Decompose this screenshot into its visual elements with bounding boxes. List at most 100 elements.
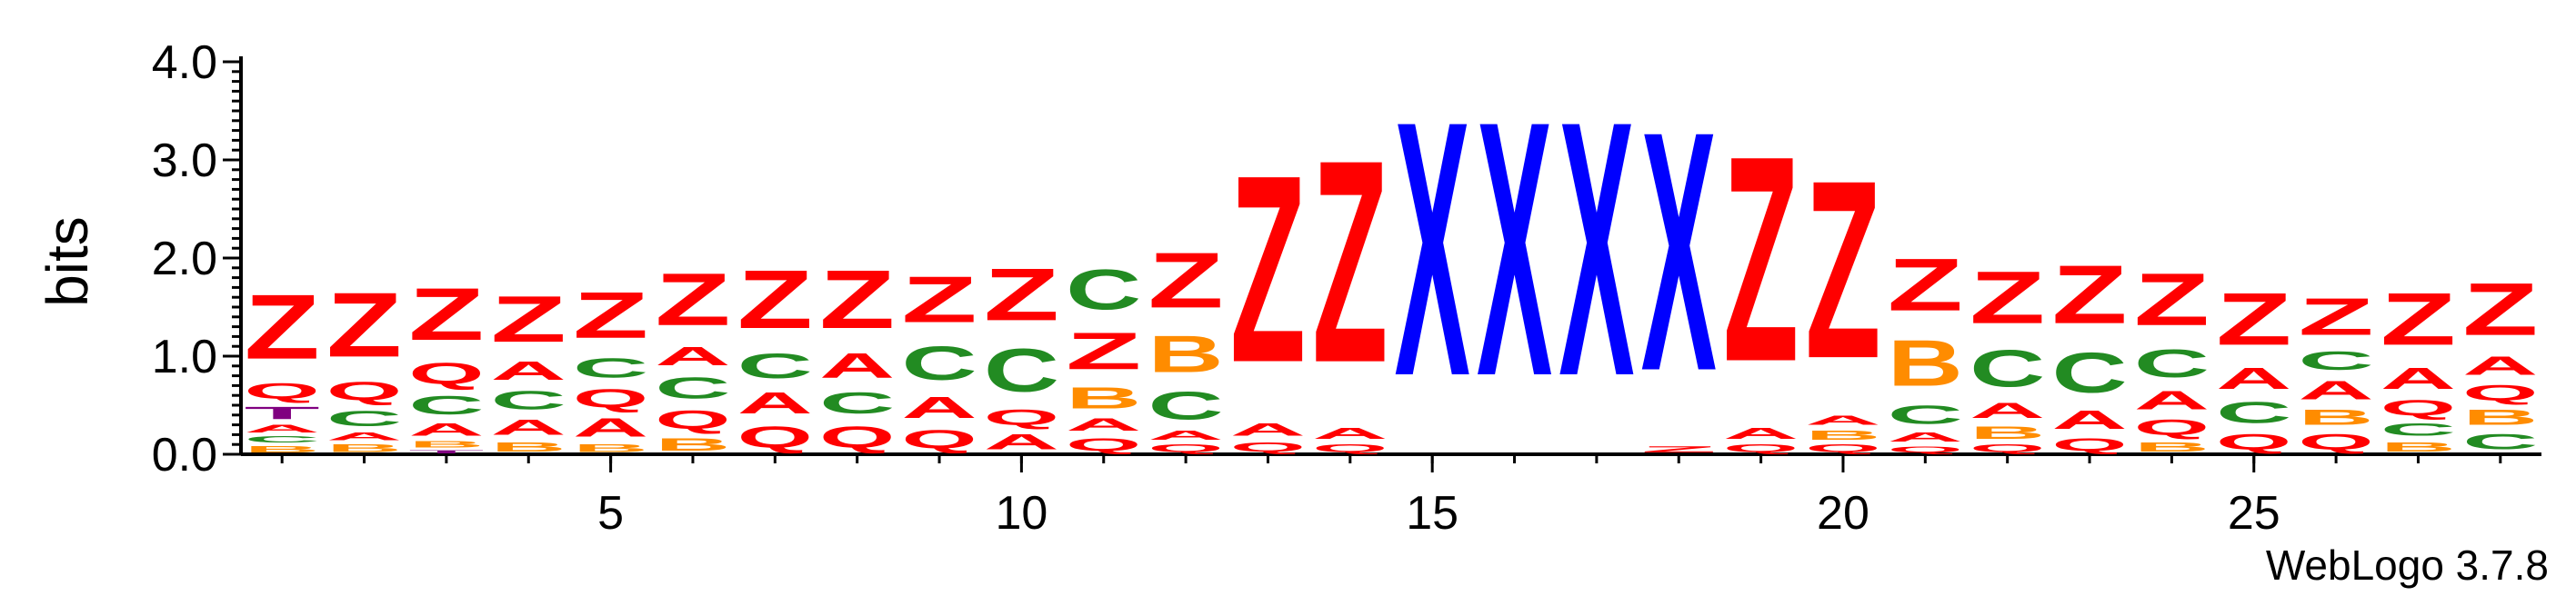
letter-Z: Z bbox=[1148, 237, 1224, 325]
x-tick-label: 25 bbox=[2228, 487, 2280, 540]
letter-Q: Q bbox=[1970, 442, 2045, 454]
letter-Z: Z bbox=[326, 273, 402, 376]
letter-Z: Z bbox=[984, 253, 1059, 336]
letter-Q: Q bbox=[2462, 381, 2538, 405]
letter-Z: Z bbox=[819, 253, 895, 346]
letter-T: T bbox=[245, 403, 320, 423]
weblogo-credit: WebLogo 3.7.8 bbox=[2265, 541, 2549, 589]
y-axis: 0.0 1.0 2.0 3.0 4.0 bbox=[152, 36, 243, 482]
letter-Z: Z bbox=[655, 257, 730, 341]
x-tick-label: 20 bbox=[1817, 487, 1869, 540]
letter-C: C bbox=[573, 353, 648, 383]
letter-Z: Z bbox=[1970, 255, 2045, 339]
letter-C: C bbox=[1148, 383, 1224, 427]
letter-Z: Z bbox=[1641, 444, 1717, 454]
letter-X: X bbox=[1559, 45, 1635, 452]
letter-C: C bbox=[819, 385, 895, 420]
letter-B: B bbox=[245, 444, 320, 454]
letter-Z: Z bbox=[2381, 277, 2456, 361]
letter-A: A bbox=[2381, 361, 2456, 395]
letter-Q: Q bbox=[1723, 442, 1799, 454]
letter-C: C bbox=[408, 391, 484, 420]
letter-Z: Z bbox=[408, 273, 484, 356]
letter-X: X bbox=[1477, 45, 1553, 452]
letter-Q: Q bbox=[573, 383, 648, 413]
letter-C: C bbox=[2462, 430, 2538, 454]
letter-Q: Q bbox=[2381, 395, 2456, 420]
letter-A: A bbox=[1970, 398, 2045, 422]
letter-A: A bbox=[408, 420, 484, 439]
letter-A: A bbox=[1805, 413, 1880, 428]
x-tick-label: 15 bbox=[1406, 487, 1458, 540]
letter-A: A bbox=[491, 356, 566, 385]
letter-A: A bbox=[1230, 420, 1306, 439]
letter-C: C bbox=[2381, 420, 2456, 439]
letter-Z: Z bbox=[245, 275, 320, 378]
letter-A: A bbox=[2216, 361, 2291, 395]
letter-A: A bbox=[2051, 405, 2127, 434]
letter-A: A bbox=[655, 342, 730, 371]
letter-B: B bbox=[2381, 440, 2456, 454]
letter-C: C bbox=[984, 336, 1059, 404]
letter-C: C bbox=[326, 406, 402, 431]
letter-C: C bbox=[2134, 342, 2210, 385]
letter-Q: Q bbox=[1888, 444, 1963, 454]
letter-Q: Q bbox=[2216, 430, 2291, 454]
letter-Q: Q bbox=[984, 405, 1059, 430]
letter-Q: Q bbox=[1066, 435, 1141, 454]
letter-A: A bbox=[1312, 425, 1388, 442]
letter-Q: Q bbox=[2051, 435, 2127, 454]
stack-13: QAZ bbox=[1230, 120, 1306, 454]
letter-A: A bbox=[1066, 415, 1141, 434]
letter-X: X bbox=[1641, 61, 1718, 442]
letter-B: B bbox=[573, 442, 648, 454]
letter-Z: Z bbox=[737, 253, 813, 346]
y-tick-label: 0.0 bbox=[152, 429, 217, 482]
letter-Q: Q bbox=[819, 420, 895, 454]
letter-C: C bbox=[901, 336, 977, 390]
letter-B: B bbox=[2299, 405, 2374, 430]
letter-C: C bbox=[245, 434, 320, 444]
letter-C: C bbox=[2051, 341, 2127, 404]
letter-A: A bbox=[2299, 375, 2374, 404]
letter-Q: Q bbox=[1148, 442, 1224, 454]
letter-B: B bbox=[1888, 327, 1963, 401]
letter-A: A bbox=[1888, 430, 1963, 444]
letter-B: B bbox=[1805, 428, 1880, 442]
letter-Z: Z bbox=[2462, 267, 2538, 351]
letter-Z: Z bbox=[2216, 277, 2291, 361]
letter-C: C bbox=[2216, 395, 2291, 430]
x-axis: 5 10 15 20 25 bbox=[241, 452, 2541, 540]
letter-B: B bbox=[655, 434, 730, 453]
letter-Z: Z bbox=[1230, 120, 1306, 419]
letter-Q: Q bbox=[737, 420, 813, 454]
letter-C: C bbox=[1888, 400, 1963, 429]
letter-Z: Z bbox=[901, 263, 977, 336]
y-tick-label: 1.0 bbox=[152, 331, 217, 383]
letter-B: B bbox=[1148, 325, 1224, 383]
y-tick-label: 3.0 bbox=[152, 134, 217, 187]
letter-Q: Q bbox=[655, 405, 730, 435]
letter-C: C bbox=[491, 385, 566, 414]
letter-A: A bbox=[901, 391, 977, 425]
letter-A: A bbox=[984, 430, 1059, 454]
letter-Z: Z bbox=[2299, 287, 2374, 346]
letter-A: A bbox=[2462, 351, 2538, 380]
letter-T: T bbox=[408, 450, 484, 454]
letter-A: A bbox=[2134, 385, 2210, 414]
stack-15: X bbox=[1395, 45, 1471, 452]
y-axis-label: bits bbox=[35, 216, 100, 307]
letter-A: A bbox=[245, 423, 320, 435]
